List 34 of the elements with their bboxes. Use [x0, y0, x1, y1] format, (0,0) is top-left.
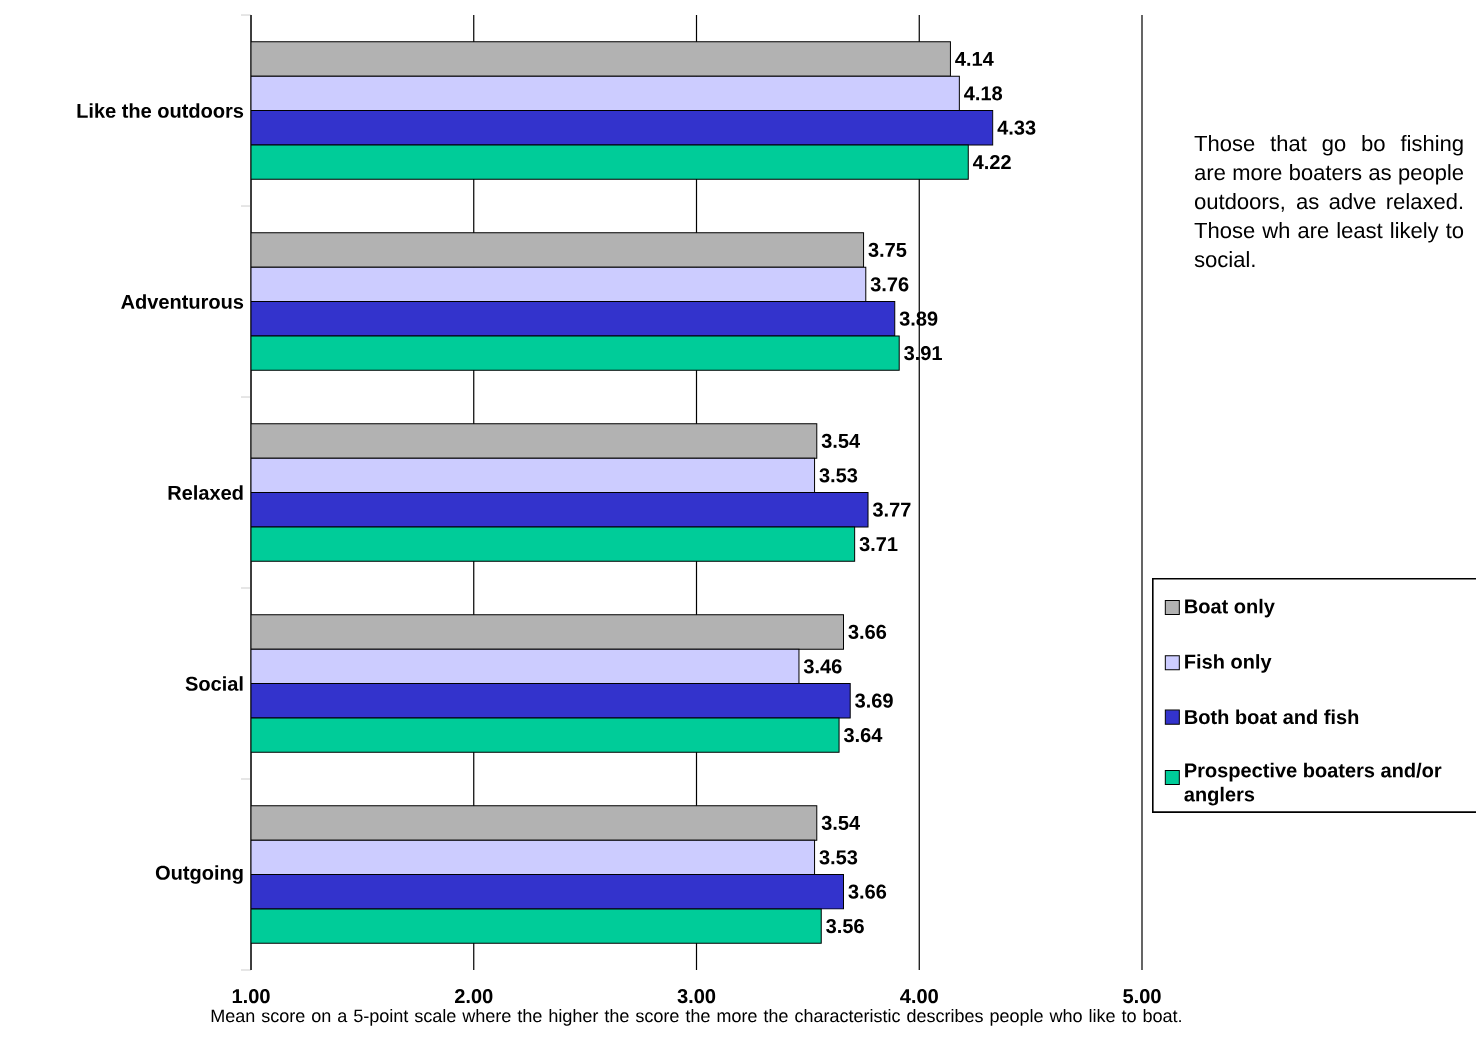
data-label: 4.33: [997, 120, 1036, 135]
x-axis-title: Mean score on a 5-point scale where the higher the score the more the characteristic describes people who like to boat.: [211, 1008, 1181, 1026]
data-label: 3.66: [848, 884, 887, 899]
legend-label: Fish only: [1185, 654, 1272, 673]
data-label: 3.76: [870, 277, 909, 292]
text: Those that go bo fishing are more boaters as people outdoors, as adve relaxed. Those wh are least likely to social.: [1194, 135, 1464, 268]
x-tick-label: 5.00: [1123, 989, 1161, 1004]
data-label: 4.14: [955, 52, 994, 66]
legend-label: Prospective boaters and/or anglers: [1184, 762, 1442, 806]
data-label: 3.56: [826, 918, 864, 934]
data-label: 3.75: [868, 242, 907, 258]
legend-label: Boat only: [1185, 598, 1275, 618]
y-tick-label: Relaxed: [168, 485, 243, 500]
x-tick-label: 3.00: [677, 989, 716, 1004]
y-tick-label: Like the outdoors: [77, 103, 244, 118]
data-label: 3.69: [855, 693, 893, 708]
data-label: 4.18: [964, 86, 1003, 101]
data-label: 3.71: [859, 537, 898, 552]
y-tick-label: Adventurous: [121, 294, 244, 309]
data-label: 3.54: [821, 815, 860, 831]
x-tick-label: 4.00: [900, 989, 938, 1004]
x-tick-label: 2.00: [454, 989, 493, 1004]
x-tick-label: 1.00: [232, 989, 270, 1004]
data-label: 3.54: [821, 433, 860, 449]
data-label: 3.53: [819, 468, 858, 483]
data-label: 3.66: [848, 624, 887, 640]
y-tick-label: Outgoing: [155, 865, 243, 884]
data-label: 4.22: [972, 155, 1011, 170]
data-label: 3.64: [843, 728, 883, 743]
data-label: 3.46: [803, 659, 842, 674]
data-label: 3.77: [872, 502, 911, 517]
y-tick-label: Social: [185, 676, 243, 691]
legend-label: Both boat and fish: [1185, 709, 1359, 725]
data-label: 3.53: [819, 850, 858, 865]
